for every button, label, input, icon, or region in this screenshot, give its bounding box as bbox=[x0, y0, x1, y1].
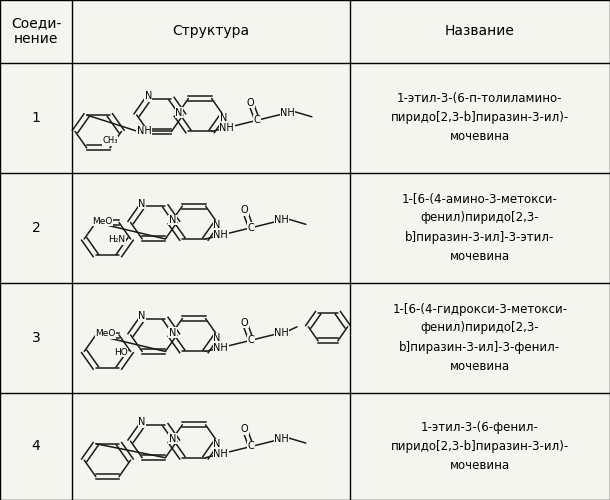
Text: NH: NH bbox=[220, 122, 234, 132]
Text: NH: NH bbox=[214, 342, 228, 352]
Text: Соеди-
нение: Соеди- нение bbox=[11, 16, 61, 46]
Text: 3: 3 bbox=[32, 330, 40, 344]
Text: H₂N: H₂N bbox=[109, 236, 126, 244]
Text: N: N bbox=[169, 434, 176, 444]
Text: N: N bbox=[214, 439, 221, 449]
Text: NH: NH bbox=[214, 230, 228, 240]
Text: CH₃: CH₃ bbox=[102, 136, 118, 145]
Text: O: O bbox=[241, 424, 248, 434]
Text: MeO: MeO bbox=[96, 330, 116, 338]
Text: MeO: MeO bbox=[93, 217, 113, 226]
Text: N: N bbox=[145, 91, 152, 101]
Text: 1-этил-3-(6-фенил-
пиридо[2,3-b]пиразин-3-ил)-
мочевина: 1-этил-3-(6-фенил- пиридо[2,3-b]пиразин-… bbox=[390, 420, 569, 472]
Text: 1-этил-3-(6-п-толиламино-
пиридо[2,3-b]пиразин-3-ил)-
мочевина: 1-этил-3-(6-п-толиламино- пиридо[2,3-b]п… bbox=[390, 92, 569, 143]
Text: N: N bbox=[169, 215, 176, 225]
Text: 1-[6-(4-амино-3-метокси-
фенил)пиридо[2,3-
b]пиразин-3-ил]-3-этил-
мочевина: 1-[6-(4-амино-3-метокси- фенил)пиридо[2,… bbox=[402, 192, 558, 262]
Text: Структура: Структура bbox=[172, 24, 249, 38]
Text: O: O bbox=[247, 98, 254, 108]
Text: O: O bbox=[241, 206, 248, 216]
Text: C: C bbox=[254, 115, 260, 125]
Text: 1: 1 bbox=[32, 110, 40, 124]
Text: N: N bbox=[220, 113, 227, 123]
Text: NH: NH bbox=[274, 434, 289, 444]
Text: C: C bbox=[248, 335, 254, 345]
Text: 4: 4 bbox=[32, 439, 40, 453]
Text: N: N bbox=[169, 328, 176, 338]
Text: N: N bbox=[214, 333, 221, 343]
Text: NH: NH bbox=[137, 126, 151, 136]
Text: C: C bbox=[248, 222, 254, 232]
Text: N: N bbox=[138, 311, 146, 321]
Text: N: N bbox=[138, 198, 146, 208]
Text: NH: NH bbox=[214, 449, 228, 459]
Text: Название: Название bbox=[445, 24, 515, 38]
Text: 1-[6-(4-гидрокси-3-метокси-
фенил)пиридо[2,3-
b]пиразин-3-ил]-3-фенил-
мочевина: 1-[6-(4-гидрокси-3-метокси- фенил)пиридо… bbox=[392, 302, 567, 372]
Text: N: N bbox=[214, 220, 221, 230]
Text: NH: NH bbox=[280, 108, 295, 118]
Text: N: N bbox=[138, 418, 146, 428]
Text: C: C bbox=[248, 442, 254, 452]
Text: O: O bbox=[241, 318, 248, 328]
Text: HO: HO bbox=[114, 348, 127, 357]
Text: N: N bbox=[175, 108, 182, 118]
Text: NH: NH bbox=[274, 328, 289, 338]
Text: 2: 2 bbox=[32, 220, 40, 234]
Text: NH: NH bbox=[274, 216, 289, 226]
